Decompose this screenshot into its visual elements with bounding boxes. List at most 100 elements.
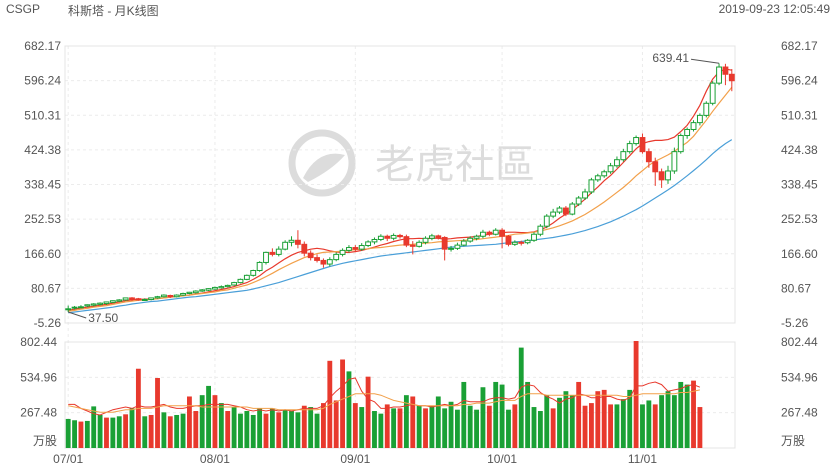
candle: [728, 69, 735, 92]
volume-bar: [72, 420, 77, 448]
volume-bar: [187, 396, 192, 448]
volume-bar: [518, 347, 524, 448]
candle-body: [435, 235, 442, 238]
candle-body: [703, 102, 710, 116]
candle: [141, 298, 148, 302]
candle-body: [633, 137, 640, 145]
volume-bar: [557, 397, 562, 448]
price-tick-label-left: 424.38: [24, 143, 61, 157]
candle: [569, 202, 576, 216]
time-tick-label: 09/01: [340, 452, 370, 466]
volume-tick-label-left: 534.96: [20, 370, 57, 384]
candle: [84, 304, 91, 308]
volume-bar: [646, 400, 652, 448]
candle-body: [294, 239, 301, 245]
volume-bar: [78, 421, 84, 448]
candle: [671, 147, 678, 174]
candle-body: [346, 247, 352, 251]
candle-body: [173, 294, 180, 298]
candle: [531, 232, 537, 242]
volume-tick-label-left: 802.44: [20, 335, 57, 349]
volume-bar: [423, 408, 428, 448]
candle: [116, 299, 123, 302]
candle-body: [428, 235, 435, 239]
candle: [307, 250, 314, 261]
volume-bar: [499, 384, 505, 448]
volume-bar: [352, 403, 358, 448]
volume-bar: [659, 395, 665, 448]
volume-bar: [384, 404, 390, 448]
grid: [64, 45, 736, 449]
candle-body: [562, 207, 569, 215]
candle: [550, 208, 557, 219]
volume-bar: [180, 413, 186, 448]
volume-bar: [276, 412, 282, 448]
candle: [614, 156, 620, 168]
volume-bar: [480, 387, 486, 448]
candle: [371, 237, 378, 245]
candle: [135, 297, 142, 301]
candle: [518, 240, 525, 246]
candle-body: [307, 252, 314, 259]
candle: [556, 206, 563, 215]
candle: [103, 301, 110, 305]
candle: [129, 297, 135, 301]
candle-body: [575, 197, 582, 205]
candle: [90, 303, 97, 307]
volume-bar: [301, 405, 307, 448]
ticker-symbol: CSGP: [6, 2, 41, 16]
candle: [78, 305, 84, 309]
candle-body: [665, 170, 671, 181]
candle-body: [626, 143, 633, 153]
price-tick-label-left: 252.53: [24, 212, 61, 226]
candle-body: [467, 237, 474, 242]
candle-body: [218, 286, 225, 289]
candle: [633, 135, 640, 146]
candle: [454, 242, 461, 250]
candle: [333, 252, 340, 262]
candle-body: [684, 128, 691, 137]
price-tick-label-right: 252.53: [781, 212, 818, 226]
candle: [250, 269, 257, 277]
candle-body: [556, 207, 563, 213]
candle-body: [263, 251, 269, 263]
price-tick-label-right: 424.38: [781, 143, 818, 157]
candle-body: [371, 238, 378, 243]
candle-body: [231, 282, 238, 286]
candle-body: [84, 304, 91, 307]
candle-body: [333, 253, 340, 261]
candle: [409, 241, 416, 255]
candle-body: [275, 248, 282, 255]
candle-body: [320, 259, 327, 265]
candle-body: [154, 296, 161, 299]
candle-body: [65, 308, 72, 311]
candle: [282, 240, 289, 251]
price-tick-label-left: 596.24: [24, 74, 61, 88]
candle: [652, 157, 659, 186]
candle: [511, 240, 518, 246]
candle: [416, 240, 423, 248]
candle: [588, 177, 595, 194]
volume-bar: [620, 399, 626, 448]
candle: [109, 300, 116, 304]
volume-bar: [531, 407, 537, 448]
volume-tick-label-right: 267.48: [781, 406, 818, 420]
candle-body: [269, 251, 276, 255]
candle: [294, 230, 301, 249]
candle: [205, 288, 212, 292]
candle: [352, 245, 359, 252]
volume-bar: [429, 405, 435, 448]
candle: [160, 294, 167, 298]
low-marker-line: [68, 311, 87, 319]
candle: [237, 278, 244, 284]
volume-bar: [193, 411, 199, 448]
volume-bar: [65, 418, 71, 448]
candle-body: [384, 235, 391, 239]
candle: [684, 127, 691, 139]
volume-bar: [416, 405, 422, 448]
candle-body: [377, 235, 384, 240]
candle: [505, 235, 512, 247]
price-tick-label-right: 338.45: [781, 178, 818, 192]
candle: [180, 292, 186, 296]
volume-bar: [129, 408, 135, 448]
